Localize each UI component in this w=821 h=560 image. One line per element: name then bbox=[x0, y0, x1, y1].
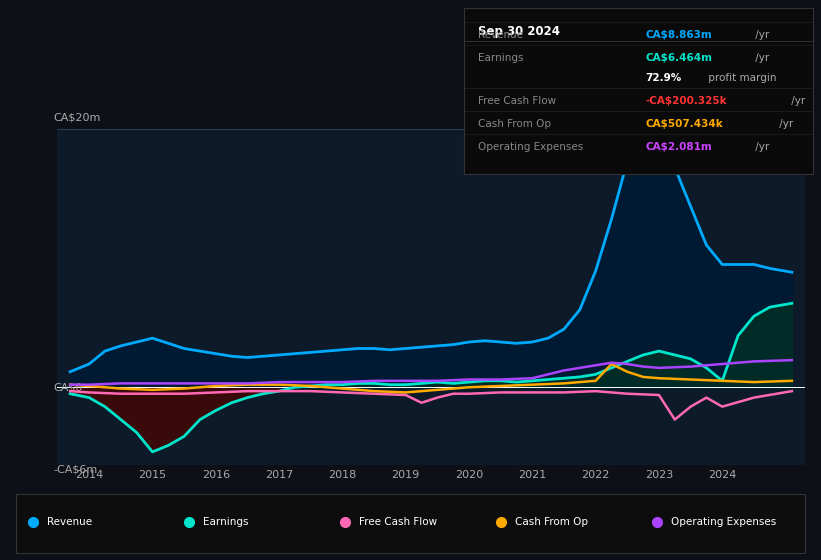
Text: CA$6.464m: CA$6.464m bbox=[645, 53, 713, 63]
Text: Free Cash Flow: Free Cash Flow bbox=[359, 517, 437, 527]
Text: CA$20m: CA$20m bbox=[53, 112, 101, 122]
Text: Operating Expenses: Operating Expenses bbox=[671, 517, 776, 527]
Text: /yr: /yr bbox=[752, 142, 769, 152]
Text: Free Cash Flow: Free Cash Flow bbox=[478, 96, 556, 106]
Text: Sep 30 2024: Sep 30 2024 bbox=[478, 25, 560, 38]
Text: CA$8.863m: CA$8.863m bbox=[645, 30, 712, 40]
Text: Earnings: Earnings bbox=[203, 517, 248, 527]
Text: Cash From Op: Cash From Op bbox=[515, 517, 588, 527]
Text: CA$0: CA$0 bbox=[53, 382, 83, 392]
Bar bbox=[16, 494, 805, 553]
Text: Cash From Op: Cash From Op bbox=[478, 119, 551, 129]
Text: /yr: /yr bbox=[752, 53, 769, 63]
Text: profit margin: profit margin bbox=[704, 73, 776, 83]
Text: Revenue: Revenue bbox=[478, 30, 523, 40]
Text: /yr: /yr bbox=[776, 119, 793, 129]
Text: -CA$200.325k: -CA$200.325k bbox=[645, 96, 727, 106]
Text: CA$2.081m: CA$2.081m bbox=[645, 142, 712, 152]
Text: -CA$6m: -CA$6m bbox=[53, 465, 98, 475]
Text: Operating Expenses: Operating Expenses bbox=[478, 142, 583, 152]
Text: 72.9%: 72.9% bbox=[645, 73, 681, 83]
Text: Earnings: Earnings bbox=[478, 53, 523, 63]
Text: Revenue: Revenue bbox=[47, 517, 92, 527]
Text: /yr: /yr bbox=[787, 96, 805, 106]
Text: /yr: /yr bbox=[752, 30, 769, 40]
Text: CA$507.434k: CA$507.434k bbox=[645, 119, 723, 129]
